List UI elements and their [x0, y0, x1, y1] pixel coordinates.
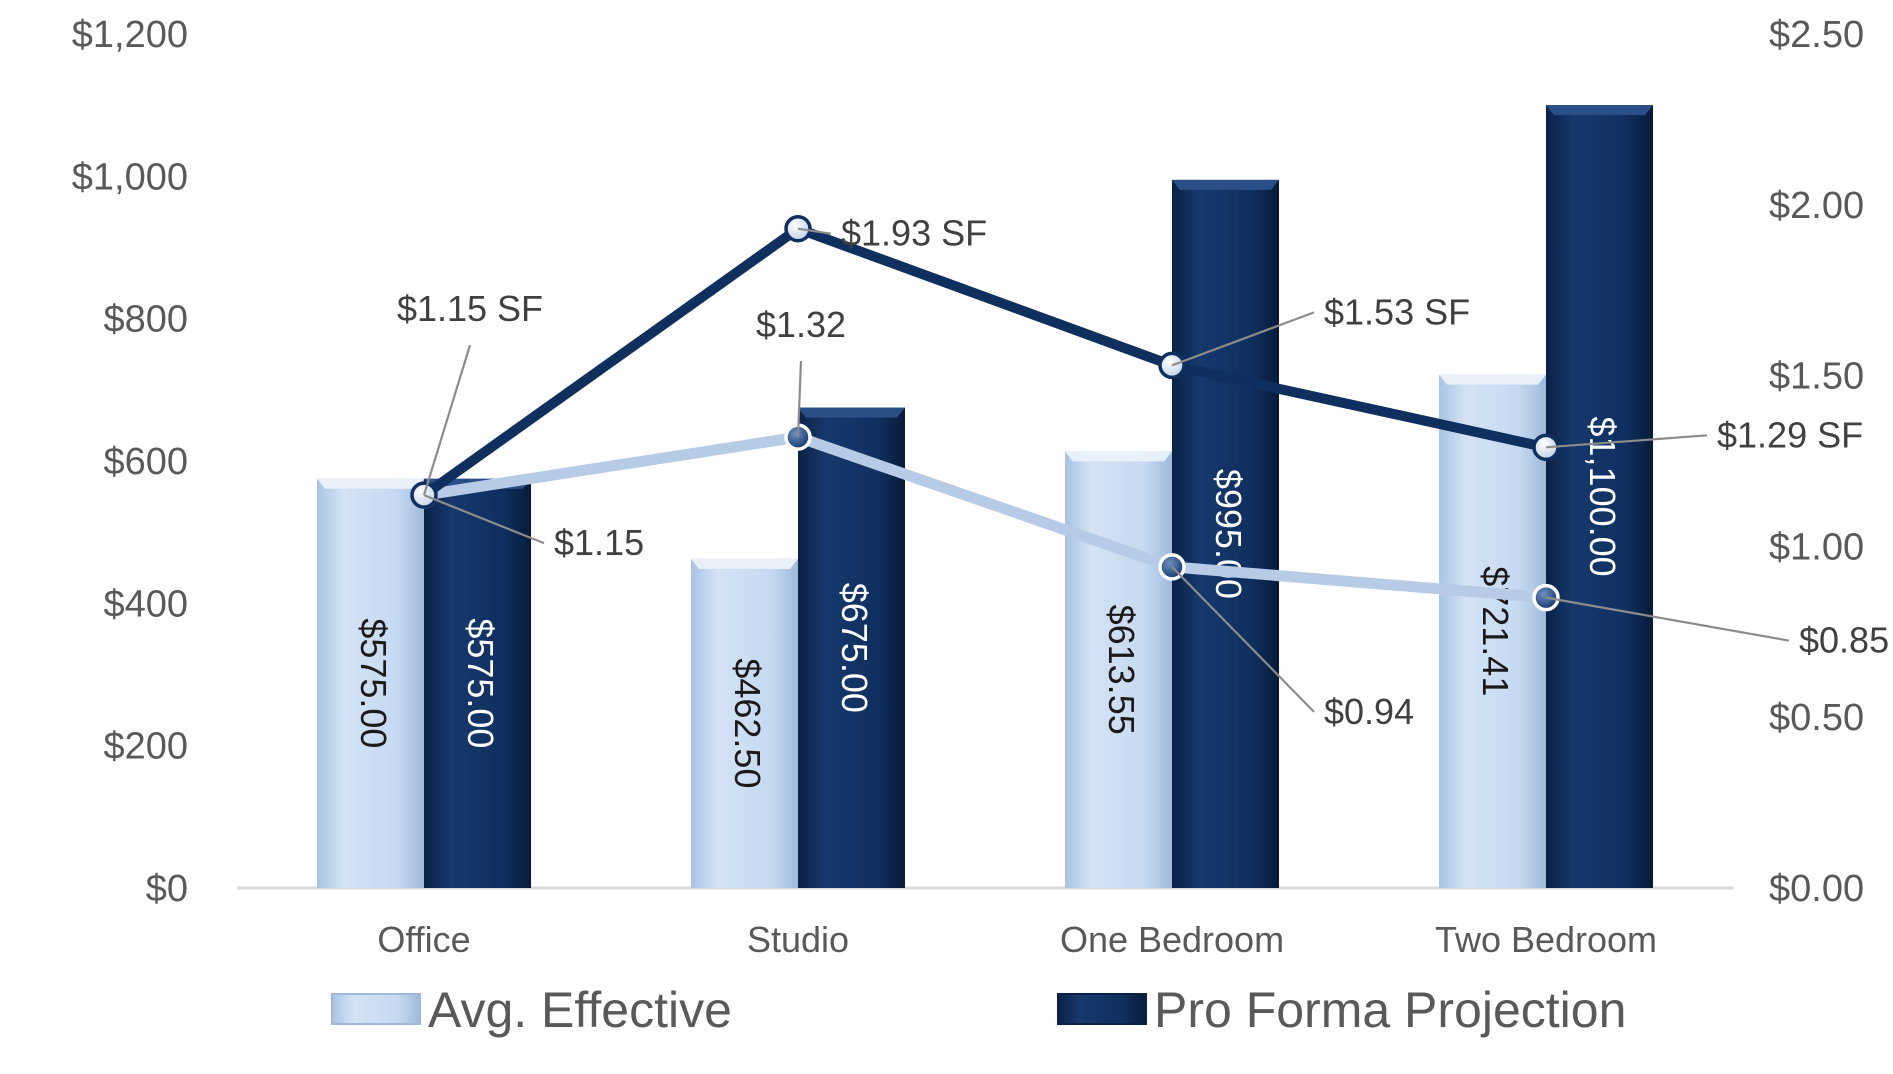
y-right-tick-label: $1.00	[1769, 526, 1864, 568]
y-left-tick-label: $800	[103, 299, 188, 341]
legend-swatch-avg-effective	[331, 993, 421, 1025]
y-right-tick-label: $0.50	[1769, 697, 1864, 739]
bar-bevel	[798, 407, 905, 418]
leader-line	[1545, 434, 1708, 449]
y-left-tick-label: $0	[146, 868, 188, 910]
bar-pro-forma-projection-office	[424, 478, 531, 888]
point-labels: $1.15 $1.32 $0.94 $0.85 $1.15 SF $1.93 SF $1.5…	[397, 213, 1889, 732]
bar-bevel	[317, 478, 424, 489]
bar-avg-effective-studio	[691, 558, 798, 888]
y-left-tick-label: $200	[103, 726, 188, 768]
leader-line	[422, 344, 472, 496]
y-right-tick-label: $2.50	[1769, 14, 1864, 56]
x-tick-label: Two Bedroom	[1435, 919, 1657, 960]
bar-avg-effective-one-bedroom	[1065, 451, 1172, 888]
bar-pro-forma-projection-one-bedroom	[1172, 179, 1279, 888]
bar-value-label: $462.50	[727, 658, 768, 788]
y-left-tick-label: $1,200	[72, 14, 188, 56]
point-label-pro-forma-per-sf: $1.53 SF	[1324, 291, 1470, 332]
bar-value-label: $675.00	[834, 583, 875, 713]
line-avg-effective-per-sf	[418, 431, 1552, 604]
bar-value-label: $575.00	[460, 618, 501, 748]
bar-value-label: $721.41	[1475, 566, 1516, 696]
leader-line	[797, 227, 832, 235]
bar-bevel	[1546, 105, 1653, 116]
bar-value-label: $613.55	[1101, 605, 1142, 735]
x-tick-label: One Bedroom	[1060, 919, 1284, 960]
bar-avg-effective-two-bedroom	[1439, 374, 1546, 888]
bar-value-label: $995.00	[1208, 469, 1249, 599]
point-label-pro-forma-per-sf: $1.15 SF	[397, 288, 543, 329]
bar-bevel	[1065, 451, 1172, 462]
bar-avg-effective-office	[317, 478, 424, 888]
bar-value-label: $1,100.00	[1582, 417, 1623, 577]
bar-pro-forma-projection-studio	[798, 407, 905, 888]
bar-bevel	[691, 558, 798, 569]
leader-line	[423, 494, 545, 545]
y-right-tick-label: $2.00	[1769, 185, 1864, 227]
y-left-tick-label: $600	[103, 441, 188, 483]
bar-bevel	[1172, 179, 1279, 190]
point-label-pro-forma-per-sf: $1.93 SF	[841, 213, 987, 254]
point-label-avg-effective-per-sf: $1.32	[756, 304, 846, 345]
leader-line	[1171, 566, 1315, 713]
y-right-tick-label: $1.50	[1769, 356, 1864, 398]
x-tick-label: Studio	[747, 919, 849, 960]
leader-line	[1545, 596, 1790, 642]
x-tick-label: Office	[377, 919, 470, 960]
legend: Avg. Effective Pro Forma Projection	[331, 982, 1626, 1038]
y-right-tick-label: $0.00	[1769, 868, 1864, 910]
y-left-tick-label: $400	[103, 583, 188, 625]
bars: $575.00 $462.50 $613.55 $721.41 $575.00 $675.…	[317, 105, 1653, 888]
leader-line	[796, 361, 803, 438]
lines	[410, 214, 1560, 612]
line-pro-forma-per-sf	[419, 223, 1551, 501]
bar-value-label: $575.00	[353, 618, 394, 748]
axes: $0 $200 $400 $600 $800 $1,000 $1,200 $0.00 $0.50…	[72, 14, 1864, 960]
point-label-avg-effective-per-sf: $0.94	[1324, 691, 1414, 732]
legend-label-avg-effective: Avg. Effective	[428, 982, 732, 1038]
point-label-avg-effective-per-sf: $0.85	[1799, 620, 1889, 661]
bar-bevel	[1439, 374, 1546, 385]
point-label-pro-forma-per-sf: $1.29 SF	[1717, 414, 1863, 455]
y-left-tick-label: $1,000	[72, 156, 188, 198]
legend-label-pro-forma-projection: Pro Forma Projection	[1154, 982, 1626, 1038]
bar-pro-forma-projection-two-bedroom	[1546, 105, 1653, 888]
leader-line	[1171, 311, 1315, 367]
legend-swatch-pro-forma-projection	[1057, 993, 1147, 1025]
point-label-avg-effective-per-sf: $1.15	[554, 522, 644, 563]
